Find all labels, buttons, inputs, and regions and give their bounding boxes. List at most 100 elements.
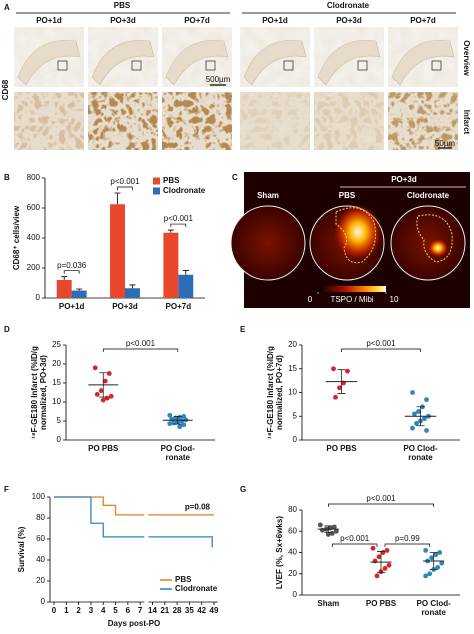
y-tick-label: 0 [36, 293, 41, 302]
data-point [181, 422, 187, 428]
data-point [423, 573, 429, 579]
cd68-stain [314, 92, 384, 150]
bar [178, 274, 194, 298]
row-label: Overview [462, 40, 471, 76]
y-tick-label: 60 [36, 534, 45, 543]
data-point [422, 416, 427, 422]
image-title: PO+3d [391, 175, 417, 184]
significance-bracket [170, 223, 187, 228]
data-point [331, 366, 336, 372]
x-tick-label: 0 [52, 606, 57, 615]
data-point [435, 564, 441, 570]
p-value: p<0.001 [164, 214, 194, 223]
colorbar-label: TSPO / Mibi [330, 295, 373, 304]
data-point [429, 555, 435, 561]
x-tick-label: 14 [148, 606, 157, 615]
timepoint-label: PO+1d [262, 16, 288, 25]
data-point [427, 571, 433, 577]
data-point [325, 532, 331, 537]
chart-panel: G 0 20 40 60 80 LVEF (%, Sx+6wks) Sham PO PBS PO … [240, 485, 460, 617]
x-tick-label: PO Clod-ronate [161, 444, 196, 462]
sd-whisker [173, 416, 182, 425]
data-point [374, 573, 380, 579]
p-value: p<0.001 [110, 177, 140, 186]
data-point [412, 411, 417, 417]
pet-image [230, 205, 306, 281]
row-label: Infarct [462, 110, 471, 135]
significance-bracket [63, 270, 80, 274]
error-bar [167, 229, 174, 233]
group-label: Clodronate [327, 1, 370, 10]
x-tick-label: PO+7d [166, 302, 192, 311]
x-tick-label: PO Clod-ronate [403, 444, 438, 462]
y-tick-label: 25 [52, 340, 61, 349]
sd-whisker [429, 552, 438, 570]
y-axis-title: Survival (%) [17, 526, 26, 572]
panel-letter: G [240, 485, 246, 494]
y-tick-label: 40 [36, 555, 45, 564]
axis-break [144, 497, 149, 606]
y-tick-label: 0 [293, 590, 298, 599]
data-point [331, 524, 337, 530]
x-tick-label: PO+1d [59, 302, 85, 311]
data-point [94, 392, 100, 397]
y-tick-label: 5 [57, 416, 62, 425]
x-tick-label: 1 [64, 606, 69, 615]
data-point [100, 397, 106, 403]
y-tick-label: 600 [27, 203, 41, 212]
image-label: Sham [257, 191, 279, 200]
legend-label: Clodronate [163, 186, 206, 195]
data-point [329, 530, 335, 536]
sd-whisker [377, 551, 385, 574]
pet-image [390, 205, 466, 281]
error-bar [76, 288, 83, 291]
x-tick-label: Sham [317, 599, 339, 608]
data-point [416, 409, 421, 414]
panel-letter: D [4, 325, 10, 334]
sd-whisker [337, 369, 346, 394]
data-point [424, 397, 429, 403]
y-axis-title: CD68⁺ cells/view [12, 205, 21, 270]
overview-texture [14, 27, 84, 87]
zoom-box [57, 60, 68, 71]
bar [163, 232, 179, 298]
x-tick-label: PO PBS [88, 444, 119, 453]
data-point [414, 420, 419, 426]
zoom-box [431, 60, 442, 71]
uptake-spot [334, 204, 382, 260]
y-tick-label: 20 [288, 340, 297, 349]
sd-whisker [99, 372, 108, 398]
data-point [437, 550, 443, 555]
data-point [177, 424, 183, 430]
data-point [337, 385, 342, 391]
x-tick-label: PO PBS [326, 444, 357, 453]
panel-letter: F [4, 485, 9, 494]
cd68-stain [14, 92, 84, 150]
y-tick-label: 60 [288, 526, 297, 535]
bar [71, 290, 87, 298]
data-point [439, 560, 445, 566]
p-value: p=0.99 [395, 534, 420, 543]
data-point [345, 368, 350, 374]
timepoint-label: PO+1d [36, 16, 62, 25]
p-value: p=0.036 [57, 261, 87, 270]
data-point [424, 428, 429, 433]
zoom-box [357, 60, 368, 71]
data-point [92, 365, 98, 371]
x-tick-label: 2 [76, 606, 81, 615]
chart-panel: D 0 5 10 15 20 25 ¹⁸F-GE180 Infarct (%ID/g norma… [4, 325, 215, 462]
x-tick-label: 7 [138, 606, 143, 615]
annotation: p=0.08 [185, 503, 211, 512]
data-point [108, 393, 114, 399]
significance-bracket [117, 186, 133, 190]
data-point [171, 420, 177, 426]
group-label: PBS [114, 1, 131, 10]
overview-texture [88, 27, 158, 87]
error-bar [114, 192, 121, 205]
bar [56, 280, 72, 298]
x-tick-label: 6 [126, 606, 131, 615]
y-tick-label: 20 [36, 576, 45, 585]
x-tick-label: 35 [185, 606, 194, 615]
chart-panel: E 0 5 10 15 20 ¹⁸F-GE180 Infarct (%ID/g normali… [240, 325, 460, 462]
